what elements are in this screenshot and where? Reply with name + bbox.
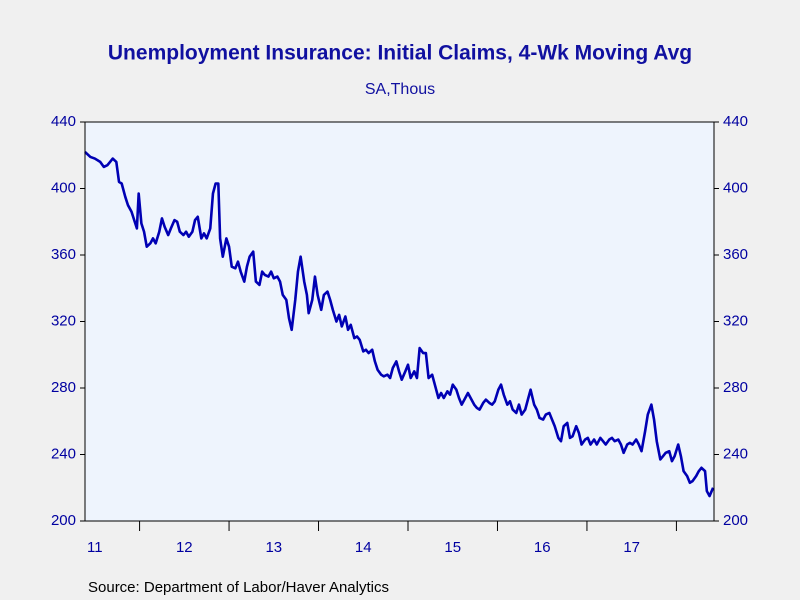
y-tick-label: 320 [51, 312, 76, 329]
y-tick-label: 280 [51, 379, 76, 396]
y-tick-label: 400 [51, 179, 76, 196]
x-tick-label: 17 [623, 539, 640, 556]
series-line [84, 150, 715, 498]
plot-frame [84, 121, 715, 522]
chart-title: Unemployment Insurance: Initial Claims, … [108, 42, 692, 65]
y2-tick-label: 240 [723, 445, 748, 462]
y2-tick-label: 320 [723, 312, 748, 329]
x-tick-label: 16 [534, 539, 551, 556]
x-tick-label: 14 [355, 539, 372, 556]
x-tick-label: 15 [444, 539, 461, 556]
y-tick-label: 440 [51, 113, 76, 130]
y2-tick-label: 280 [723, 379, 748, 396]
y2-tick-label: 360 [723, 246, 748, 263]
source: Source: Department of Labor/Haver Analyt… [88, 579, 389, 596]
x-tick-label: 11 [87, 539, 103, 556]
y2-tick-label: 400 [723, 179, 748, 196]
y-tick-label: 360 [51, 246, 76, 263]
y2-tick-label: 200 [723, 512, 748, 529]
x-tick-label: 12 [176, 539, 193, 556]
y-tick-label: 240 [51, 445, 76, 462]
y2-tick-label: 440 [723, 113, 748, 130]
y-tick-label: 200 [51, 512, 76, 529]
plot-area [85, 122, 714, 521]
x-tick-label: 13 [265, 539, 282, 556]
chart-subtitle: SA,Thous [365, 81, 435, 98]
